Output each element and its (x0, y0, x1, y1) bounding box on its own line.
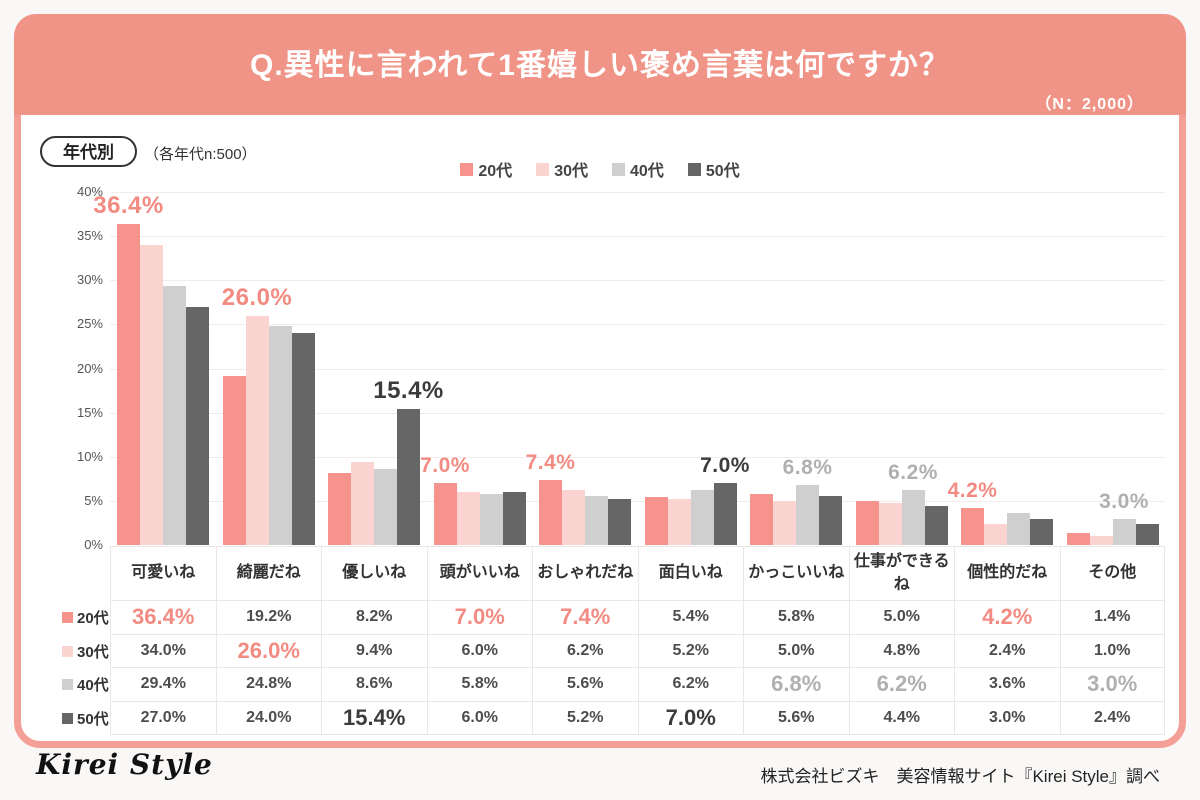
legend-item: 40代 (612, 157, 664, 181)
per-group-sample-note: （各年代n:500） (144, 146, 257, 163)
question-title: Q.異性に言われて1番嬉しい褒め言葉は何ですか？ (250, 49, 950, 82)
source-credit: 株式会社ビズキ 美容情報サイト『Kirei Style』調べ (760, 767, 1160, 786)
kirei-style-logo: Kirei Style (36, 748, 213, 781)
sample-size-label: （N：2,000） (1035, 96, 1144, 113)
age-group-badge: 年代別 (40, 136, 137, 167)
legend-label: 30代 (554, 163, 588, 180)
legend-swatch (460, 162, 474, 176)
legend-swatch (687, 162, 701, 176)
legend-label: 20代 (478, 163, 513, 180)
legend-item: 50代 (687, 157, 740, 181)
legend-item: 20代 (460, 157, 512, 181)
legend-swatch (612, 162, 625, 176)
legend-label: 40代 (630, 163, 664, 180)
chart-legend: 20代 30代 40代 50代 (0, 157, 1200, 181)
legend-swatch (536, 162, 550, 176)
question-banner: Q.異性に言われて1番嬉しい褒め言葉は何ですか？ （N：2,000） (14, 14, 1186, 115)
legend-item: 30代 (536, 157, 588, 181)
legend-label: 50代 (705, 163, 740, 180)
survey-card (14, 14, 1186, 748)
